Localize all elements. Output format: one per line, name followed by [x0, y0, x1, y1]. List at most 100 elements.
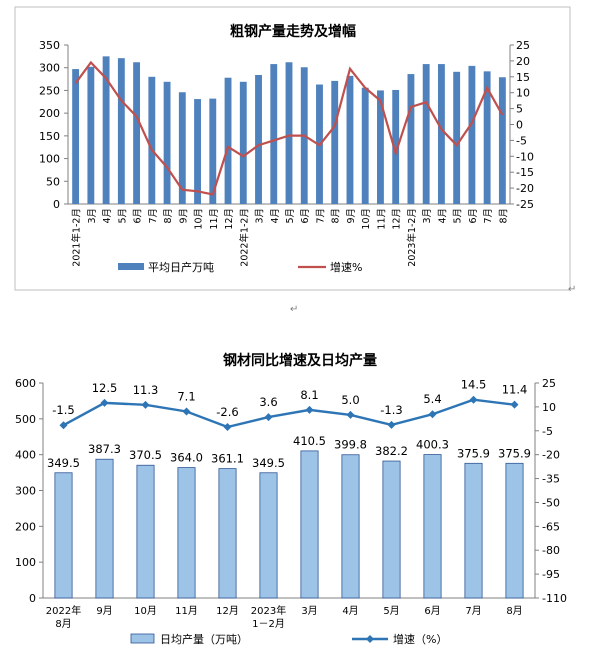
chart2-category-label: 1－2月	[252, 618, 285, 630]
chart2-bar-data-label: 399.8	[334, 438, 367, 452]
chart2-category-label: 8月	[55, 618, 71, 630]
chart1-bar	[117, 58, 125, 204]
chart2-category-label: 3月	[301, 605, 317, 617]
chart2-y-right-tick-label: 25	[542, 377, 556, 390]
chart2-y-right-tick-label: -95	[542, 568, 560, 581]
chart1-bar	[422, 64, 430, 204]
chart2-category-label: 11月	[175, 605, 198, 617]
chart2-category-label: 12月	[216, 605, 239, 617]
chart1-category-label: 8月	[331, 208, 342, 224]
chart2-bar-data-label: 375.9	[498, 446, 531, 460]
chart1-category-label: 2023年1-2月	[406, 208, 418, 267]
chart1-y-right-tick-label: 15	[516, 71, 530, 84]
chart2-y-right-tick-label: -110	[542, 592, 567, 605]
chart2-y-right-tick-label: -65	[542, 520, 560, 533]
chart1-bar	[392, 89, 400, 204]
chart1-category-label: 2021年1-2月	[71, 208, 83, 267]
chart2-growth-point	[100, 398, 109, 407]
chart1-y-right-tick-label: -5	[516, 134, 527, 147]
chart1-y-left-tick-label: 300	[39, 62, 60, 75]
chart1-category-label: 8月	[163, 208, 174, 224]
chart2-y-right-tick-label: -20	[542, 449, 560, 462]
chart1-category-label: 6月	[468, 208, 479, 224]
chart1-bar	[133, 62, 141, 205]
chart1-category-label: 5月	[453, 208, 464, 224]
chart2-category-label: 9月	[96, 605, 112, 617]
chart1-legend-bar-label: 平均日产万吨	[148, 260, 214, 274]
chart1-bar	[498, 77, 506, 204]
chart2-growth-point	[264, 413, 273, 422]
chart2-bar	[505, 462, 524, 599]
chart2-bar	[423, 454, 442, 599]
chart1-category-label: 3月	[87, 208, 98, 224]
chart2-growth-point	[387, 420, 396, 429]
chart2-growth-point	[510, 400, 519, 409]
chart2-y-left-tick-label: 100	[15, 556, 36, 569]
chart2-bar	[136, 464, 155, 599]
chart1-category-label: 3月	[255, 208, 266, 224]
chart2-growth-point	[141, 400, 150, 409]
chart1-bar	[72, 69, 80, 204]
chart2-growth-data-label: -1.5	[52, 403, 74, 417]
chart2-category-label: 2022年	[46, 604, 81, 617]
chart2-growth-point	[223, 422, 232, 431]
chart2-growth-data-label: -2.6	[216, 405, 238, 419]
paragraph-mark-1: ↵	[568, 284, 576, 295]
chart2-growth-line	[62, 398, 515, 429]
chart2-bar	[382, 460, 401, 599]
chart2-category-label: 6月	[424, 605, 440, 617]
chart2-category-label: 2023年	[251, 604, 286, 617]
chart2-y-right-tick-label: -5	[542, 425, 553, 438]
chart2-title: 钢材同比增速及日均产量	[223, 352, 377, 369]
chart1-growth-line	[74, 60, 504, 196]
chart1-category-label: 10月	[194, 208, 205, 230]
chart2-bar	[259, 472, 278, 599]
chart2-growth-data-label: 5.4	[423, 392, 441, 406]
chart2-bar	[177, 467, 196, 599]
chart1-bar	[102, 56, 110, 204]
chart1-category-label: 7月	[483, 208, 494, 224]
chart2-bar	[95, 458, 114, 599]
chart1-y-left-tick-label: 0	[53, 198, 60, 211]
chart1-legend-line-label: 增速%	[330, 260, 362, 274]
chart2-y-left-tick-label: 0	[29, 592, 36, 605]
chart2-y-left-tick-label: 400	[15, 449, 36, 462]
chart2-bar-data-label: 400.3	[416, 438, 449, 452]
chart1-category-label: 5月	[285, 208, 296, 224]
chart1-y-right-tick-label: 25	[516, 39, 530, 52]
chart1-category-label: 11月	[209, 208, 220, 230]
chart2-bar-data-label: 410.5	[293, 434, 326, 448]
chart1-category-label: 12月	[392, 208, 403, 230]
chart1-category-label: 10月	[361, 208, 372, 230]
chart2-growth-data-label: 7.1	[177, 390, 195, 404]
chart1-bar	[178, 92, 186, 204]
chart1-category-label: 7月	[148, 208, 159, 224]
chart2-growth-data-label: 11.4	[502, 383, 528, 397]
chart1-legend-bar-swatch	[118, 263, 144, 270]
chart1-bar	[407, 74, 415, 205]
chart1-y-right-tick-label: -10	[516, 150, 534, 163]
chart2-y-right-tick-label: -50	[542, 496, 560, 509]
chart1-bar	[437, 64, 445, 204]
chart1-y-left-tick-label: 350	[39, 39, 60, 52]
chart2-bar-data-label: 349.5	[47, 456, 80, 470]
chart2-bar-data-label: 361.1	[211, 452, 244, 466]
chart1-bar	[239, 81, 247, 204]
chart2-bar-data-label: 387.3	[88, 442, 121, 456]
chart1-category-label: 8月	[498, 208, 509, 224]
chart2-legend-bar-swatch	[130, 633, 155, 644]
chart1-y-right-tick-label: -15	[516, 166, 534, 179]
chart1-category-label: 11月	[376, 208, 387, 230]
chart1-y-left-tick-label: 150	[39, 130, 60, 143]
chart1-bar	[468, 65, 476, 204]
chart1-bar	[270, 64, 278, 204]
chart2-y-right-tick-label: -35	[542, 473, 560, 486]
chart2-legend-line-marker	[366, 635, 374, 643]
chart2-growth-point	[428, 410, 437, 419]
chart1-category-label: 12月	[224, 208, 235, 230]
chart1-bar	[163, 81, 171, 204]
chart2-growth-data-label: 3.6	[259, 395, 277, 409]
chart1-bar	[361, 87, 369, 204]
